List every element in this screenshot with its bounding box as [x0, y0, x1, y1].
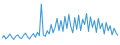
- line: [2, 4, 118, 39]
- chart: [0, 0, 120, 45]
- plot-area: [2, 4, 118, 39]
- chart-svg: [0, 0, 120, 45]
